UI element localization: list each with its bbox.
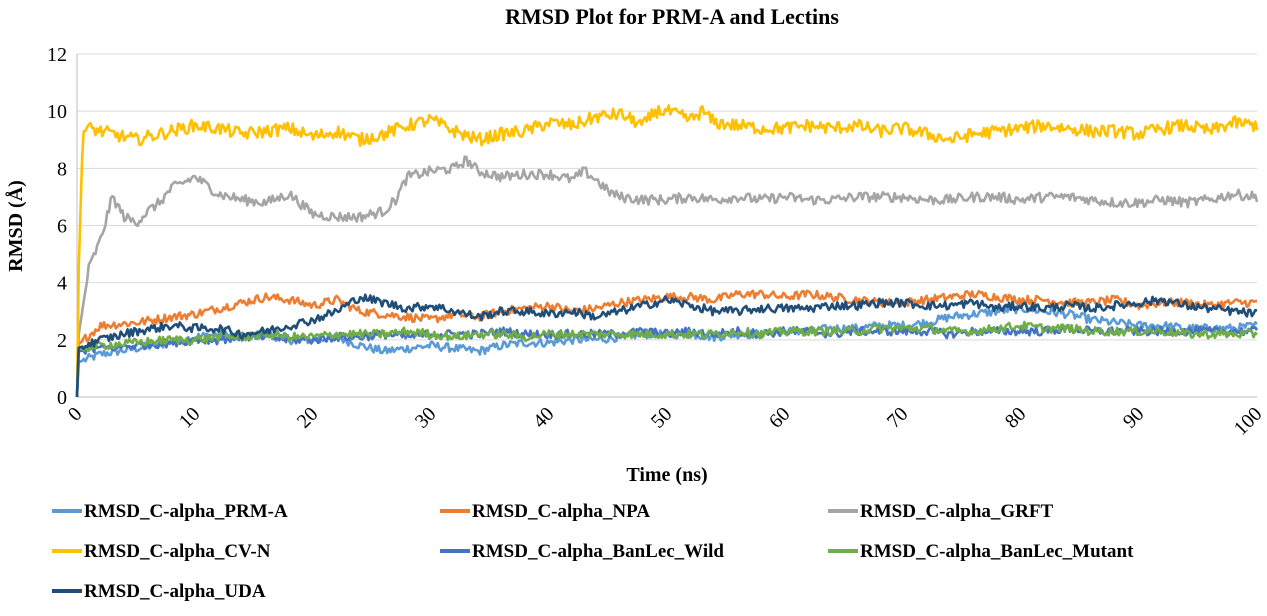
x-tick-label: 0 (64, 403, 87, 426)
series-line-1 (75, 302, 1258, 398)
series-line-2 (75, 289, 1257, 398)
x-tick-label: 70 (883, 403, 913, 433)
x-tick-label: 30 (411, 403, 441, 433)
y-tick-label: 6 (57, 216, 67, 238)
x-tick-label: 60 (765, 403, 795, 433)
y-tick-label: 2 (57, 330, 67, 352)
legend-label: RMSD_C-alpha_UDA (84, 581, 266, 602)
y-tick-label: 0 (57, 387, 67, 409)
legend-label: RMSD_C-alpha_GRFT (860, 501, 1054, 522)
legend-label: RMSD_C-alpha_BanLec_Mutant (860, 541, 1134, 562)
x-tick-label: 80 (1001, 403, 1031, 433)
series-line-7 (75, 293, 1258, 398)
x-tick-label: 40 (529, 403, 559, 433)
x-tick-label: 50 (647, 403, 677, 433)
y-tick-label: 8 (57, 158, 67, 180)
grid-lines (77, 53, 1257, 398)
series-line-3 (75, 155, 1259, 398)
series-lines (75, 104, 1259, 398)
y-tick-label: 12 (47, 44, 67, 66)
chart-title: RMSD Plot for PRM-A and Lectins (505, 4, 839, 29)
x-tick-label: 20 (293, 403, 323, 433)
legend-label: RMSD_C-alpha_BanLec_Wild (472, 541, 724, 562)
y-tick-label: 4 (57, 273, 67, 295)
legend: RMSD_C-alpha_PRM-A RMSD_C-alpha_NPA RMSD_C… (52, 501, 1134, 602)
legend-label: RMSD_C-alpha_CV-N (84, 541, 271, 562)
tick-labels: 0 2 4 6 8 10 12 0 10 20 30 40 50 60 70 80 90 100 (47, 44, 1267, 440)
series-line-6 (75, 320, 1258, 398)
y-axis-label: RMSD (Å) (4, 180, 27, 272)
x-tick-label: 90 (1119, 403, 1149, 433)
x-tick-label: 100 (1230, 403, 1267, 440)
y-tick-label: 10 (47, 101, 67, 123)
legend-label: RMSD_C-alpha_PRM-A (84, 501, 288, 522)
series-line-4 (75, 104, 1259, 398)
legend-label: RMSD_C-alpha_NPA (472, 501, 650, 522)
x-tick-label: 10 (175, 403, 205, 433)
x-axis-label: Time (ns) (626, 464, 707, 486)
